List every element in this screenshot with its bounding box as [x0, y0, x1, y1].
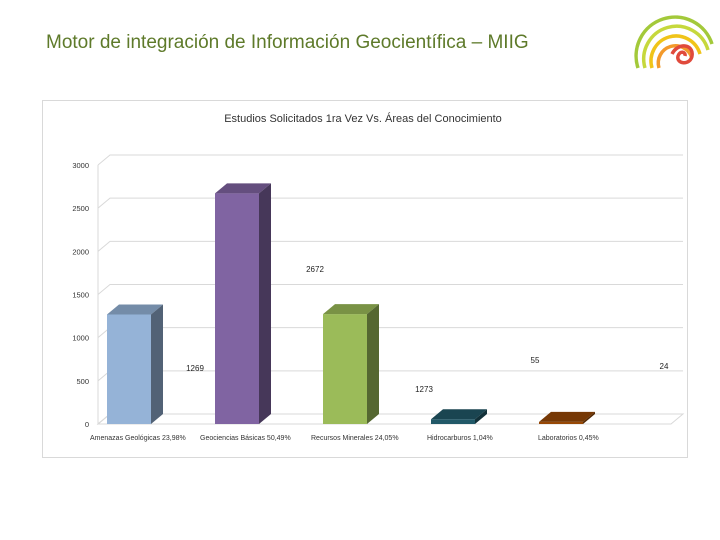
y-tick-label: 2000 [72, 247, 89, 256]
bar-top [107, 304, 163, 315]
bar [215, 183, 271, 424]
spiral-rainbow-logo-icon [634, 15, 714, 69]
gridline [97, 154, 683, 166]
chart-frame: Estudios Solicitados 1ra Vez Vs. Áreas d… [42, 100, 688, 458]
y-tick-label: 2500 [72, 204, 89, 213]
gridline [97, 284, 683, 295]
gridline [97, 327, 683, 339]
bar-front [323, 314, 367, 424]
gridline [97, 413, 683, 425]
bar-front [107, 314, 151, 424]
y-tick-label: 1000 [72, 334, 89, 343]
bar-chart: Estudios Solicitados 1ra Vez Vs. Áreas d… [72, 112, 685, 442]
y-tick-label: 3000 [72, 161, 89, 170]
y-tick-label: 500 [76, 377, 89, 386]
page-title: Motor de integración de Información Geoc… [46, 32, 529, 53]
data-label: 2672 [306, 265, 324, 274]
x-category-label: Laboratorios 0,45% [538, 435, 599, 442]
x-category-label: Recursos Minerales 24,05% [311, 435, 399, 442]
bar-side [259, 183, 271, 424]
bar-front [215, 193, 259, 424]
bar [539, 411, 595, 424]
gridline [97, 240, 683, 252]
data-label: 55 [531, 356, 540, 365]
chart-title: Estudios Solicitados 1ra Vez Vs. Áreas d… [224, 112, 502, 125]
x-category-label: Amenazas Geológicas 23,98% [90, 435, 186, 442]
y-tick-label: 1500 [72, 291, 89, 300]
bar-top [539, 411, 595, 422]
bar-top [323, 304, 379, 315]
bar-side [475, 409, 487, 424]
bar-side [151, 304, 163, 424]
data-label: 1269 [186, 364, 204, 373]
bar [323, 304, 379, 424]
chart-floor [96, 413, 685, 425]
bar [431, 409, 487, 424]
y-tick-label: 0 [85, 420, 89, 429]
bar-side [367, 304, 379, 424]
data-label: 24 [660, 362, 669, 371]
bar [107, 304, 163, 424]
data-label: 1273 [415, 385, 433, 394]
bar-top [431, 409, 487, 420]
x-category-label: Geociencias Básicas 50,49% [200, 435, 291, 442]
bar-front [431, 419, 475, 424]
x-category-label: Hidrocarburos 1,04% [427, 435, 493, 442]
bar-top [215, 183, 271, 194]
gridline [97, 197, 683, 209]
bar-side [583, 411, 595, 424]
bar-front [539, 421, 583, 424]
